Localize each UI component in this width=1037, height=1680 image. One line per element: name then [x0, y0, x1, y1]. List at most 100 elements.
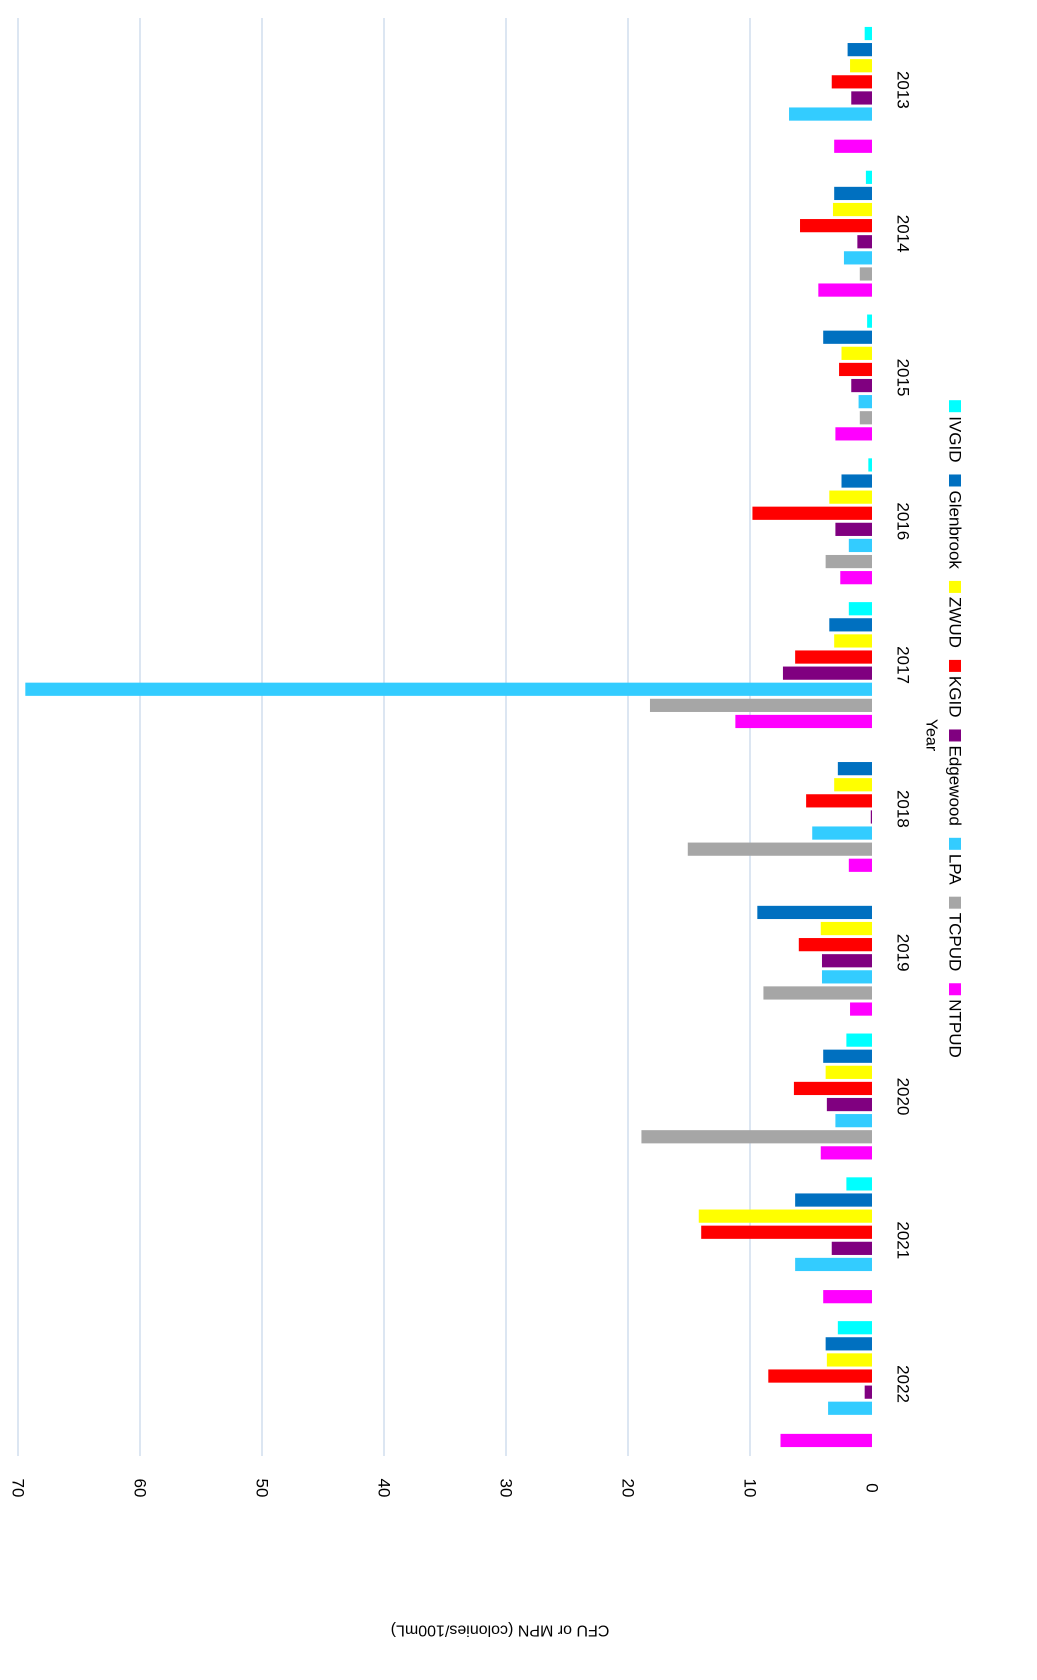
legend-label: Glenbrook	[946, 490, 965, 569]
bar-ivgid-2020	[846, 1033, 872, 1047]
bar-kgid-2015	[839, 362, 872, 377]
legend-swatch	[949, 837, 961, 850]
bar-ivgid-2015	[867, 314, 872, 328]
bar-kgid-2016	[752, 506, 872, 520]
value-tick-label: 0	[863, 1483, 882, 1492]
bar-edgewood-2022	[864, 1385, 872, 1399]
legend: IVGID Glenbrook ZWUD KGID Edgewood LPA TCPUD NT…	[946, 400, 965, 1058]
bar-glenbrook-2013	[847, 43, 872, 57]
legend-item-glenbrook: Glenbrook	[946, 474, 965, 569]
year-tick-label: 2019	[894, 934, 913, 972]
bar-lpa-2013	[789, 107, 872, 121]
bar-glenbrook-2018	[837, 762, 872, 776]
bar-zwud-2013	[850, 59, 872, 73]
bar-ntpud-2021	[823, 1290, 872, 1304]
bar-lpa-2019	[821, 970, 872, 984]
bar-ivgid-2017	[848, 602, 872, 616]
legend-label: TCPUD	[946, 913, 965, 972]
year-tick-label: 2018	[894, 790, 913, 828]
legend-item-zwud: ZWUD	[946, 580, 965, 648]
value-tick-label: 60	[131, 1479, 150, 1498]
value-tick-label: 70	[9, 1479, 28, 1498]
bar-kgid-2018	[806, 794, 872, 808]
year-tick-labels: 2013 2014 2015 2016 2017 2018 2019 2020 2021 2022	[894, 71, 913, 1403]
bar-zwud-2015	[841, 346, 872, 360]
year-tick-label: 2020	[894, 1078, 913, 1116]
bar-edgewood-2015	[851, 378, 872, 393]
bar-ntpud-2015	[835, 427, 872, 441]
value-tick-label: 30	[497, 1479, 516, 1498]
bar-ntpud-2017	[735, 714, 872, 729]
bar-kgid-2020	[793, 1081, 872, 1096]
bar-lpa-2018	[812, 826, 872, 840]
year-tick-label: 2022	[894, 1365, 913, 1403]
bar-kgid-2019	[798, 938, 872, 952]
bar-tcpud-2018	[687, 842, 872, 856]
bar-ntpud-2014	[818, 283, 872, 297]
bar-lpa-2021	[795, 1257, 872, 1272]
legend-item-lpa: LPA	[946, 837, 965, 886]
bar-glenbrook-2022	[825, 1337, 872, 1351]
bar-kgid-2013	[831, 75, 872, 89]
bar-tcpud-2016	[825, 554, 872, 569]
legend-swatch	[949, 400, 961, 413]
bar-kgid-2017	[795, 650, 872, 664]
value-tick-label: 50	[253, 1479, 272, 1498]
bar-ntpud-2016	[840, 571, 872, 585]
bar-ivgid-2022	[837, 1321, 872, 1335]
bar-zwud-2021	[698, 1209, 872, 1223]
bar-edgewood-2018	[870, 810, 872, 824]
bar-ivgid-2013	[864, 26, 872, 41]
bar-kgid-2022	[768, 1369, 872, 1383]
bar-edgewood-2014	[857, 235, 872, 249]
bar-lpa-2022	[828, 1401, 872, 1415]
bar-ntpud-2013	[834, 139, 872, 153]
bar-edgewood-2021	[831, 1241, 872, 1255]
year-tick-label: 2017	[894, 646, 913, 684]
legend-swatch	[949, 659, 961, 672]
bar-ntpud-2022	[780, 1433, 872, 1448]
legend-swatch	[949, 729, 961, 742]
bar-edgewood-2013	[851, 91, 872, 105]
year-tick-label: 2015	[894, 359, 913, 397]
bar-tcpud-2019	[763, 986, 872, 1000]
legend-label: Edgewood	[946, 745, 965, 825]
bar-zwud-2018	[834, 778, 872, 792]
legend-label: ZWUD	[946, 597, 965, 648]
bar-lpa-2017	[25, 682, 872, 696]
legend-item-tcpud: TCPUD	[946, 896, 965, 972]
bar-ntpud-2018	[848, 858, 872, 872]
bar-lpa-2016	[848, 538, 872, 553]
legend-item-kgid: KGID	[946, 659, 965, 718]
legend-swatch	[949, 983, 961, 996]
bar-glenbrook-2021	[795, 1193, 872, 1207]
year-tick-label: 2013	[894, 71, 913, 109]
bar-glenbrook-2020	[823, 1049, 872, 1063]
bar-ivgid-2016	[868, 458, 872, 472]
bar-lpa-2014	[843, 251, 872, 265]
bar-zwud-2017	[834, 634, 872, 648]
bar-glenbrook-2015	[823, 330, 872, 344]
y-axis-title: CFU or MPN (colonies/100mL)	[391, 1622, 610, 1639]
legend-label: LPA	[946, 854, 965, 886]
legend-item-edgewood: Edgewood	[946, 729, 965, 826]
bar-edgewood-2017	[782, 666, 872, 680]
value-tick-label: 20	[619, 1479, 638, 1498]
bar-ntpud-2020	[820, 1146, 872, 1160]
bar-lpa-2020	[835, 1114, 872, 1128]
year-tick-label: 2016	[894, 502, 913, 540]
bars	[25, 26, 872, 1448]
bar-ntpud-2019	[850, 1002, 872, 1016]
legend-item-ntpud: NTPUD	[946, 983, 965, 1058]
bar-glenbrook-2014	[834, 186, 872, 201]
bar-kgid-2021	[701, 1225, 872, 1239]
bar-edgewood-2016	[835, 522, 872, 536]
bar-zwud-2022	[826, 1353, 872, 1367]
year-tick-label: 2014	[894, 215, 913, 253]
legend-label: KGID	[946, 676, 965, 718]
bar-zwud-2014	[832, 202, 872, 217]
bar-tcpud-2017	[649, 698, 872, 712]
bar-lpa-2015	[858, 395, 872, 409]
legend-item-ivgid: IVGID	[946, 400, 965, 462]
